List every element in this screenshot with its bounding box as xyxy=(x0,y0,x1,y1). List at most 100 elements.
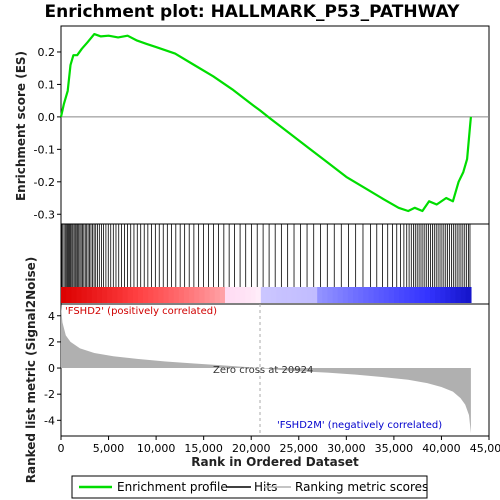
color-bar-cell xyxy=(189,287,195,303)
color-bar-cell xyxy=(148,287,154,303)
color-bar-cell xyxy=(163,287,170,303)
color-bar-cell xyxy=(178,287,185,303)
color-bar-cell xyxy=(194,287,200,303)
color-bar-cell xyxy=(107,287,113,303)
es-y-ticks: 0.2 0.1 0.0 -0.1 -0.2 -0.3 xyxy=(34,46,61,221)
es-y-label: Enrichment score (ES) xyxy=(14,51,28,201)
color-bar-cell xyxy=(368,287,375,303)
ranking-y-tick-label: 2 xyxy=(48,336,55,349)
color-bar-cell xyxy=(137,287,144,303)
color-bar-cell xyxy=(342,287,349,303)
color-bar-cell xyxy=(153,287,159,303)
color-bar-cell xyxy=(245,287,252,303)
color-bar-cell xyxy=(312,287,318,303)
ranking-panel: 420-2-4 'FSHD2' (positively correlated) … xyxy=(24,257,490,483)
ranking-frame xyxy=(60,303,490,437)
color-bar-cell xyxy=(450,287,457,303)
color-bar-cell xyxy=(81,287,88,303)
color-bar-cell xyxy=(399,287,405,303)
color-bar-cell xyxy=(455,287,462,303)
enrichment-profile-line xyxy=(59,32,472,213)
es-y-tick-label: 0.2 xyxy=(38,46,56,59)
color-bar-cell xyxy=(183,287,190,303)
color-bar-cell xyxy=(327,287,334,303)
x-tick-label: 35,000 xyxy=(375,442,414,455)
x-tick-label: 40,000 xyxy=(422,442,461,455)
ranking-metric-area xyxy=(61,305,471,434)
color-bar-cell xyxy=(414,287,421,303)
x-tick-label: 15,000 xyxy=(184,442,223,455)
color-bar-cell xyxy=(296,287,303,303)
x-tick-label: 10,000 xyxy=(137,442,176,455)
color-bar-cell xyxy=(440,287,446,303)
color-bar-cell xyxy=(127,287,134,303)
color-bar-cell xyxy=(219,287,226,303)
color-bar-cell xyxy=(260,287,267,303)
legend-label-ranking: Ranking metric scores xyxy=(295,480,428,494)
color-bar-cell xyxy=(301,287,308,303)
chart-title: Enrichment plot: HALLMARK_P53_PATHWAY xyxy=(45,2,461,22)
color-bar-cell xyxy=(429,287,436,303)
es-y-tick-label: -0.1 xyxy=(34,143,55,156)
color-bar-cell xyxy=(224,287,231,303)
x-tick-label: 25,000 xyxy=(280,442,319,455)
color-bar-cell xyxy=(445,287,452,303)
color-bar-cell xyxy=(332,287,339,303)
color-bar-cell xyxy=(419,287,426,303)
color-bar-cell xyxy=(199,287,206,303)
color-bar-cell xyxy=(388,287,395,303)
es-y-tick-label: -0.3 xyxy=(34,208,55,221)
color-bar-cell xyxy=(122,287,129,303)
color-bar-cell xyxy=(409,287,416,303)
color-bar-cell xyxy=(255,287,262,303)
color-bar-cell xyxy=(240,287,247,303)
x-tick-label: 0 xyxy=(58,442,65,455)
color-bar-cell xyxy=(132,287,139,303)
es-y-tick-label: 0.1 xyxy=(38,78,56,91)
positive-correlation-label: 'FSHD2' (positively correlated) xyxy=(65,306,217,317)
x-tick-label: 5,000 xyxy=(93,442,125,455)
ranking-y-tick-label: 0 xyxy=(48,362,55,375)
es-y-tick-label: -0.2 xyxy=(34,176,55,189)
color-bar-cell xyxy=(209,287,216,303)
color-bar-cell xyxy=(61,287,67,303)
color-bar-cell xyxy=(86,287,93,303)
color-bar-cell xyxy=(317,287,323,303)
hits-panel xyxy=(60,223,490,305)
color-bar-cell xyxy=(101,287,108,303)
color-bar-cell xyxy=(168,287,175,303)
color-bar-cell xyxy=(306,287,313,303)
negative-correlation-label: 'FSHD2M' (negatively correlated) xyxy=(277,420,442,431)
color-bar-cell xyxy=(281,287,288,303)
color-bar-cell xyxy=(373,287,380,303)
color-bar-cell xyxy=(71,287,77,303)
color-bar-cell xyxy=(404,287,411,303)
ranking-y-tick-label: -2 xyxy=(44,388,55,401)
color-bar-cell xyxy=(173,287,180,303)
color-bar-cell xyxy=(286,287,293,303)
color-bar-cell xyxy=(158,287,165,303)
hit-lines xyxy=(61,224,471,287)
color-bar-cell xyxy=(383,287,390,303)
color-bar-cell xyxy=(112,287,118,303)
color-bar-cell xyxy=(394,287,400,303)
x-axis-label: Rank in Ordered Dataset xyxy=(191,455,359,469)
es-y-tick-label: 0.0 xyxy=(38,111,56,124)
x-tick-label: 45,000 xyxy=(470,442,500,455)
legend-label-enrichment: Enrichment profile xyxy=(117,480,228,494)
ranking-y-tick-label: 4 xyxy=(48,310,55,323)
color-bar-cell xyxy=(465,287,472,303)
color-bar-cell xyxy=(91,287,98,303)
x-tick-label: 30,000 xyxy=(327,442,366,455)
color-bar-cell xyxy=(435,287,441,303)
es-panel: 0.2 0.1 0.0 -0.1 -0.2 -0.3 Enrichment score (… xyxy=(14,25,490,225)
color-bar-cell xyxy=(276,287,282,303)
color-bar-cell xyxy=(353,287,359,303)
color-bar-cell xyxy=(271,287,277,303)
color-bar-cell xyxy=(337,287,344,303)
color-bar-cell xyxy=(76,287,83,303)
color-bar-cell xyxy=(96,287,103,303)
color-bar-cell xyxy=(322,287,329,303)
color-bar-cell xyxy=(347,287,354,303)
